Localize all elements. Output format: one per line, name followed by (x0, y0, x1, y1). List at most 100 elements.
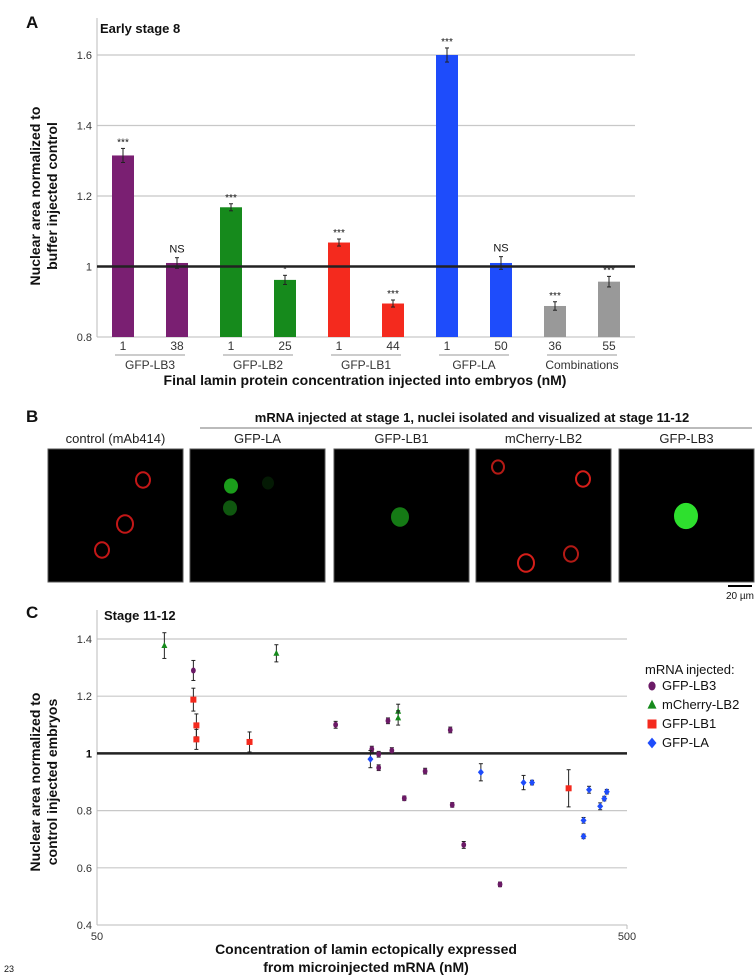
x-tick-label: 25 (278, 339, 292, 353)
nucleus (674, 502, 698, 530)
data-point-gfp-la (367, 755, 374, 763)
significance-label: *** (441, 37, 453, 48)
significance-label: * (283, 264, 287, 275)
data-point-gfp-lb3 (461, 841, 467, 848)
data-point-gfp-lb1 (565, 785, 572, 792)
legend-marker-gfp-la (647, 737, 657, 749)
data-point-gfp-lb1 (246, 738, 253, 745)
significance-label: *** (387, 289, 399, 300)
panel-a-xlabel: Final lamin protein concentration inject… (164, 372, 567, 388)
data-point-gfp-la (601, 794, 608, 803)
nucleus (135, 471, 151, 489)
nucleus (224, 478, 238, 494)
data-point-gfp-lb3 (401, 795, 407, 802)
nucleus (94, 541, 110, 559)
panel-c-title: Stage 11-12 (104, 608, 176, 623)
significance-label: NS (169, 244, 184, 256)
x-tick-label: 38 (170, 339, 184, 353)
panel-c-ylabel-line2: control injected embryos (44, 699, 60, 866)
data-point-gfp-la (597, 802, 604, 810)
panel-c-xlabel-line2: from microinjected mRNA (nM) (263, 959, 469, 975)
bar (220, 207, 242, 337)
data-point-gfp-lb3 (333, 721, 339, 728)
y-tick-label: 1.4 (77, 121, 92, 133)
micrograph-label: GFP-LB3 (659, 431, 713, 446)
data-point-gfp-lb3 (376, 751, 382, 758)
data-point-gfp-lb1 (193, 736, 200, 743)
y-tick-label: 0.6 (77, 863, 92, 875)
panel-a-ylabel-line1: Nuclear area normalized to (27, 107, 43, 286)
bar (166, 262, 188, 337)
data-point-gfp-la (580, 816, 587, 824)
bar (436, 55, 458, 337)
x-tick-label: 1 (228, 339, 235, 353)
panel-b-label: B (26, 407, 38, 426)
data-point-gfp-la (520, 778, 527, 787)
nucleus (575, 470, 591, 488)
data-point-mcherry-lb2 (273, 649, 280, 656)
legend-marker-gfp-lb3 (648, 681, 656, 691)
data-point-gfp-la (529, 778, 536, 787)
x-tick-label: 50 (494, 339, 508, 353)
significance-label: *** (333, 228, 345, 239)
nucleus (491, 459, 505, 475)
x-tick-label: 50 (91, 931, 103, 943)
legend-item-label: GFP-LB3 (662, 678, 716, 693)
bar (274, 279, 296, 337)
micrograph (47, 448, 184, 583)
group-label: GFP-LA (452, 358, 495, 372)
significance-label: *** (549, 291, 561, 302)
x-tick-label: 500 (618, 931, 636, 943)
panel-c-label: C (26, 603, 38, 622)
legend-item-label: mCherry-LB2 (662, 697, 739, 712)
x-tick-label: 36 (548, 339, 562, 353)
x-tick-label: 1 (444, 339, 451, 353)
nucleus (262, 476, 274, 490)
panel-c-ylabel-line1: Nuclear area normalized to (27, 693, 43, 872)
scatter-chart: 0.4 0.6 0.8 1 1.2 1.4 50 500 (77, 610, 636, 943)
y-tick-label: 1 (86, 748, 92, 760)
micrograph-row: control (mAb414) GFP-LA GFP-LB1 mCherry-LB2… (47, 431, 755, 583)
data-point-gfp-la (580, 832, 587, 840)
y-tick-label: 0.8 (77, 806, 92, 818)
y-tick-label: 1.6 (77, 50, 92, 62)
bar (598, 281, 620, 337)
x-tick-label: 44 (386, 339, 400, 353)
micrograph (189, 448, 326, 583)
data-point-gfp-la (477, 768, 484, 776)
micrograph (475, 448, 612, 583)
bar (490, 262, 512, 337)
scale-bar-label: 20 µm (726, 591, 754, 602)
panel-a-ylabel-line2: buffer injected control (44, 122, 60, 270)
nucleus (517, 553, 535, 573)
micrograph-label: GFP-LA (234, 431, 281, 446)
group-label: Combinations (545, 358, 618, 372)
legend-marker-gfp-lb1 (647, 719, 657, 729)
group-label: GFP-LB2 (233, 358, 283, 372)
y-tick-label: 1.2 (77, 191, 92, 203)
page-number: 23 (4, 964, 14, 974)
panel-b-title: mRNA injected at stage 1, nuclei isolate… (255, 410, 689, 425)
data-point-gfp-la (586, 786, 593, 794)
legend: mRNA injected: GFP-LB3 mCherry-LB2 GFP-LB1… (645, 662, 739, 750)
legend-item-label: GFP-LB1 (662, 716, 716, 731)
legend-item-label: GFP-LA (662, 735, 709, 750)
y-tick-label: 1 (86, 262, 92, 274)
bar (382, 303, 404, 337)
bar-chart: 0.8 1 1.2 1.4 1.6 *** 1 NS 38 *** 1 * 25 *** 1 *** 44 ***… (77, 18, 635, 372)
significance-label: *** (603, 265, 615, 276)
significance-label: *** (117, 137, 129, 148)
micrograph-label: mCherry-LB2 (505, 431, 582, 446)
y-tick-label: 0.4 (77, 920, 92, 932)
bar (112, 155, 134, 337)
x-tick-label: 1 (120, 339, 127, 353)
data-point-gfp-lb3 (422, 768, 428, 775)
data-point-gfp-lb3 (385, 717, 391, 724)
y-tick-label: 1.2 (77, 691, 92, 703)
data-point-gfp-lb3 (449, 801, 455, 808)
data-point-gfp-lb3 (497, 881, 503, 888)
micrograph-label: control (mAb414) (66, 431, 166, 446)
nucleus (563, 545, 579, 563)
bar (328, 242, 350, 337)
